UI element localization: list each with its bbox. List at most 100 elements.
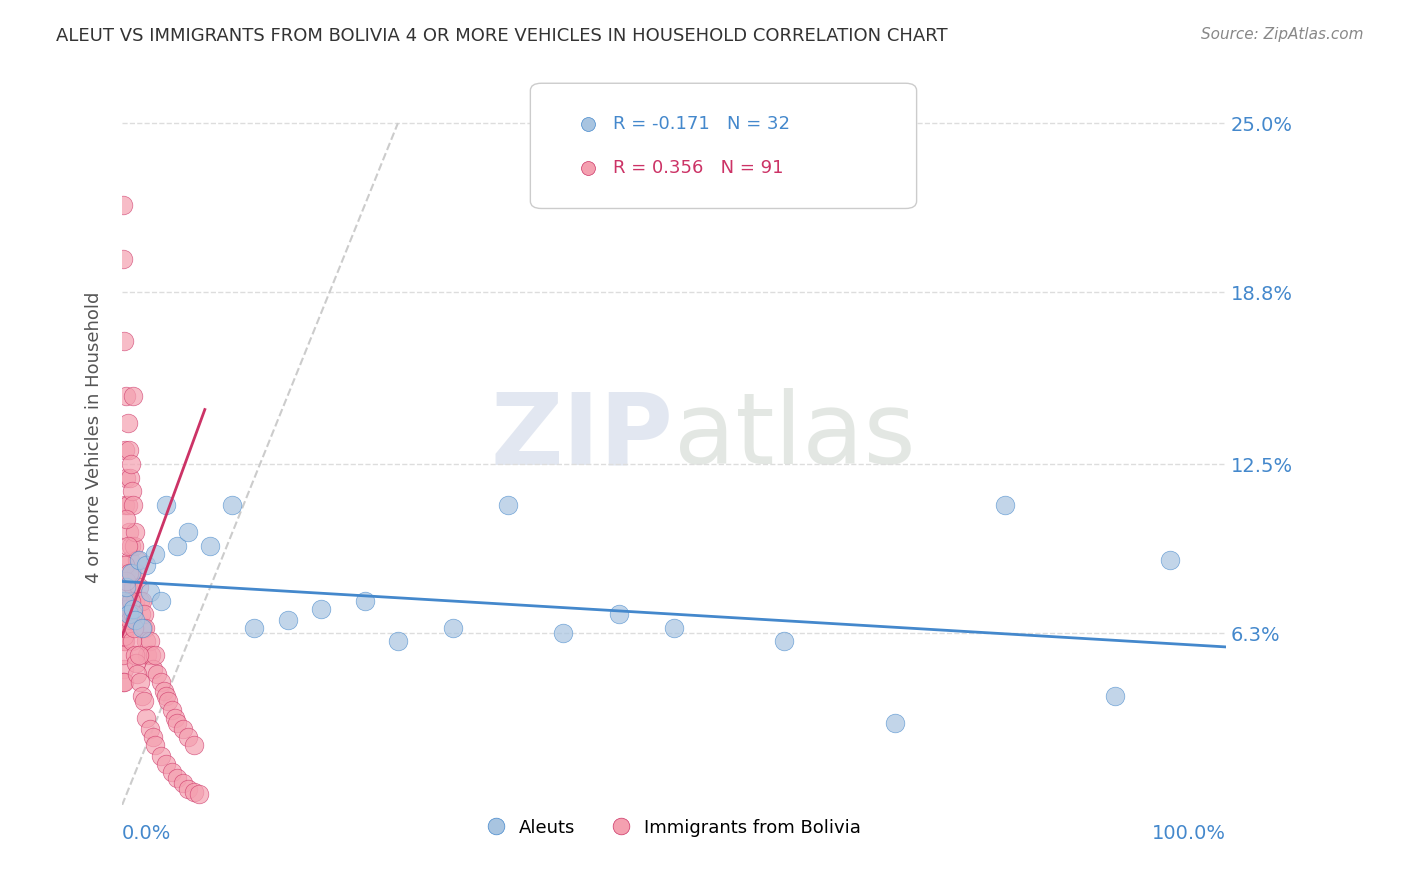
Point: [127, 552, 149, 566]
Point: [129, 607, 152, 622]
Point: [122, 601, 145, 615]
Point: [172, 722, 194, 736]
Point: [121, 566, 143, 581]
Point: [122, 621, 145, 635]
Point: [112, 601, 135, 615]
Point: [117, 539, 139, 553]
Point: [143, 648, 166, 662]
Point: [118, 443, 141, 458]
Point: [128, 580, 150, 594]
Point: [146, 667, 169, 681]
Point: [172, 776, 194, 790]
Point: [149, 593, 172, 607]
Point: [188, 787, 211, 801]
Point: [139, 648, 162, 662]
Point: [134, 694, 156, 708]
Point: [122, 389, 145, 403]
Point: [121, 634, 143, 648]
Point: [128, 593, 150, 607]
Point: [128, 648, 150, 662]
Point: [221, 498, 243, 512]
Point: [112, 648, 135, 662]
Point: [132, 621, 155, 635]
Point: [118, 525, 141, 540]
Point: [128, 675, 150, 690]
Point: [131, 689, 153, 703]
Point: [134, 621, 156, 635]
Point: [166, 716, 188, 731]
Point: [120, 593, 142, 607]
Text: ALEUT VS IMMIGRANTS FROM BOLIVIA 4 OR MORE VEHICLES IN HOUSEHOLD CORRELATION CHA: ALEUT VS IMMIGRANTS FROM BOLIVIA 4 OR MO…: [56, 27, 948, 45]
Point: [135, 711, 157, 725]
Point: [122, 580, 145, 594]
Point: [115, 471, 138, 485]
Point: [127, 667, 149, 681]
Point: [138, 585, 160, 599]
Point: [117, 580, 139, 594]
Y-axis label: 4 or more Vehicles in Household: 4 or more Vehicles in Household: [86, 291, 103, 582]
Point: [112, 675, 135, 690]
Point: [166, 771, 188, 785]
Point: [1159, 552, 1181, 566]
Point: [118, 566, 141, 581]
Point: [118, 552, 141, 566]
Point: [498, 498, 520, 512]
Point: [153, 683, 176, 698]
Point: [142, 730, 165, 744]
Point: [607, 607, 630, 622]
Point: [177, 781, 200, 796]
Point: [117, 416, 139, 430]
Point: [124, 525, 146, 540]
Point: [124, 648, 146, 662]
Point: [112, 629, 135, 643]
Point: [441, 621, 464, 635]
Legend: Aleuts, Immigrants from Bolivia: Aleuts, Immigrants from Bolivia: [479, 812, 869, 844]
Point: [553, 626, 575, 640]
Point: [125, 566, 148, 581]
Point: [138, 722, 160, 736]
Point: [112, 252, 135, 267]
Point: [387, 634, 409, 648]
Point: [122, 607, 145, 622]
Point: [122, 539, 145, 553]
Point: [112, 613, 135, 627]
Point: [773, 634, 796, 648]
Point: [183, 784, 205, 798]
Point: [277, 613, 299, 627]
Point: [112, 198, 135, 212]
Point: [117, 601, 139, 615]
Point: [120, 566, 142, 581]
Point: [115, 511, 138, 525]
Point: [118, 607, 141, 622]
Point: [1104, 689, 1126, 703]
Point: [114, 634, 136, 648]
Point: [142, 662, 165, 676]
Point: [177, 525, 200, 540]
Point: [112, 662, 135, 676]
Point: [160, 703, 183, 717]
Point: [131, 621, 153, 635]
Point: [134, 607, 156, 622]
Point: [114, 621, 136, 635]
Point: [125, 657, 148, 671]
Point: [994, 498, 1017, 512]
Point: [155, 757, 177, 772]
Point: [115, 593, 138, 607]
Point: [177, 730, 200, 744]
Text: R = 0.356   N = 91: R = 0.356 N = 91: [613, 159, 783, 177]
Text: Source: ZipAtlas.com: Source: ZipAtlas.com: [1201, 27, 1364, 42]
Point: [120, 457, 142, 471]
Point: [124, 613, 146, 627]
Point: [128, 552, 150, 566]
Point: [135, 634, 157, 648]
Point: [353, 593, 375, 607]
Point: [160, 765, 183, 780]
Point: [149, 749, 172, 764]
Point: [143, 547, 166, 561]
Point: [155, 498, 177, 512]
Point: [183, 738, 205, 752]
Point: [118, 471, 141, 485]
Point: [243, 621, 266, 635]
Point: [118, 613, 141, 627]
Point: [309, 601, 332, 615]
